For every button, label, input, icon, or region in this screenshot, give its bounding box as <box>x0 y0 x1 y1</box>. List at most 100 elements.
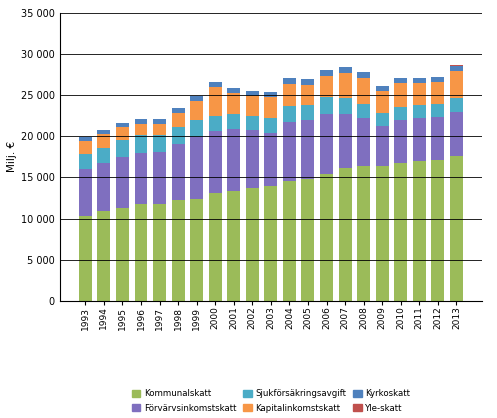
Bar <box>264 133 277 186</box>
Bar <box>431 117 444 160</box>
Bar <box>376 126 389 166</box>
Bar <box>153 135 166 152</box>
Bar <box>171 113 184 127</box>
Bar <box>283 84 296 107</box>
Bar <box>190 120 203 137</box>
Bar <box>171 200 184 301</box>
Bar <box>246 115 259 130</box>
Bar <box>116 208 129 301</box>
Bar <box>302 85 315 105</box>
Bar <box>171 144 184 200</box>
Bar <box>450 66 463 71</box>
Bar <box>209 115 222 131</box>
Bar <box>209 87 222 115</box>
Bar <box>209 131 222 193</box>
Bar <box>413 78 426 83</box>
Bar <box>338 168 351 301</box>
Bar <box>97 134 110 148</box>
Bar <box>320 174 333 301</box>
Bar <box>376 166 389 301</box>
Bar <box>376 91 389 113</box>
Bar <box>320 97 333 114</box>
Bar <box>153 119 166 124</box>
Bar <box>246 188 259 301</box>
Bar <box>264 186 277 301</box>
Bar <box>357 118 370 166</box>
Bar <box>79 141 92 154</box>
Bar <box>116 127 129 140</box>
Bar <box>431 104 444 117</box>
Bar <box>153 204 166 301</box>
Bar <box>190 96 203 101</box>
Bar <box>153 124 166 135</box>
Bar <box>450 65 463 66</box>
Bar <box>79 154 92 169</box>
Bar <box>171 108 184 113</box>
Bar <box>302 105 315 120</box>
Bar <box>450 71 463 98</box>
Bar <box>376 86 389 91</box>
Bar <box>413 83 426 105</box>
Bar <box>227 114 240 129</box>
Bar <box>116 140 129 157</box>
Bar <box>302 179 315 301</box>
Bar <box>431 82 444 104</box>
Bar <box>135 124 148 135</box>
Bar <box>283 181 296 301</box>
Bar <box>357 78 370 104</box>
Bar <box>227 93 240 114</box>
Bar <box>376 113 389 126</box>
Bar <box>153 152 166 204</box>
Bar <box>97 148 110 163</box>
Bar <box>246 130 259 188</box>
Bar <box>394 120 407 163</box>
Bar <box>227 129 240 191</box>
Bar <box>97 163 110 211</box>
Bar <box>394 83 407 107</box>
Bar <box>320 76 333 97</box>
Bar <box>227 88 240 93</box>
Bar <box>338 98 351 114</box>
Bar <box>450 112 463 156</box>
Bar <box>357 166 370 301</box>
Bar <box>171 127 184 144</box>
Bar <box>431 77 444 82</box>
Bar <box>394 107 407 120</box>
Bar <box>209 193 222 301</box>
Bar <box>283 122 296 181</box>
Bar <box>357 72 370 78</box>
Bar <box>246 96 259 115</box>
Bar <box>79 216 92 301</box>
Bar <box>264 118 277 133</box>
Bar <box>283 79 296 84</box>
Bar <box>450 98 463 112</box>
Y-axis label: Milj. €: Milj. € <box>6 141 16 172</box>
Bar <box>283 107 296 122</box>
Bar <box>246 91 259 96</box>
Bar <box>394 163 407 301</box>
Bar <box>190 199 203 301</box>
Bar <box>135 119 148 124</box>
Bar <box>190 101 203 120</box>
Bar <box>338 67 351 73</box>
Bar <box>135 204 148 301</box>
Bar <box>338 114 351 168</box>
Bar <box>116 157 129 208</box>
Bar <box>209 82 222 87</box>
Bar <box>450 156 463 301</box>
Bar <box>431 160 444 301</box>
Bar <box>413 161 426 301</box>
Bar <box>320 70 333 76</box>
Bar <box>413 105 426 118</box>
Bar <box>79 137 92 141</box>
Bar <box>338 73 351 98</box>
Legend: Kommunalskatt, Förvärvsinkomstskatt, Sjukförsäkringsavgift, Kapitalinkomstskatt,: Kommunalskatt, Förvärvsinkomstskatt, Sju… <box>128 386 414 416</box>
Bar <box>302 120 315 179</box>
Bar <box>97 211 110 301</box>
Bar <box>116 123 129 127</box>
Bar <box>320 114 333 174</box>
Bar <box>97 130 110 134</box>
Bar <box>79 169 92 216</box>
Bar <box>302 79 315 85</box>
Bar <box>264 97 277 118</box>
